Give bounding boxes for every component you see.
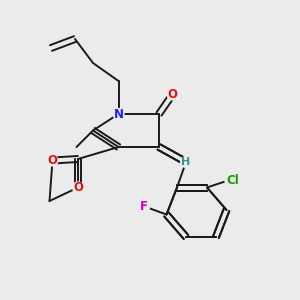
- Circle shape: [73, 182, 83, 193]
- Text: O: O: [167, 88, 178, 101]
- Text: F: F: [140, 200, 148, 214]
- Circle shape: [47, 155, 58, 166]
- Circle shape: [113, 109, 124, 119]
- Text: H: H: [182, 157, 190, 167]
- Text: N: N: [113, 107, 124, 121]
- Circle shape: [167, 89, 178, 100]
- Circle shape: [225, 172, 240, 188]
- Circle shape: [139, 202, 149, 212]
- Text: O: O: [73, 181, 83, 194]
- Text: Cl: Cl: [226, 173, 239, 187]
- Circle shape: [181, 157, 191, 167]
- Text: O: O: [47, 154, 58, 167]
